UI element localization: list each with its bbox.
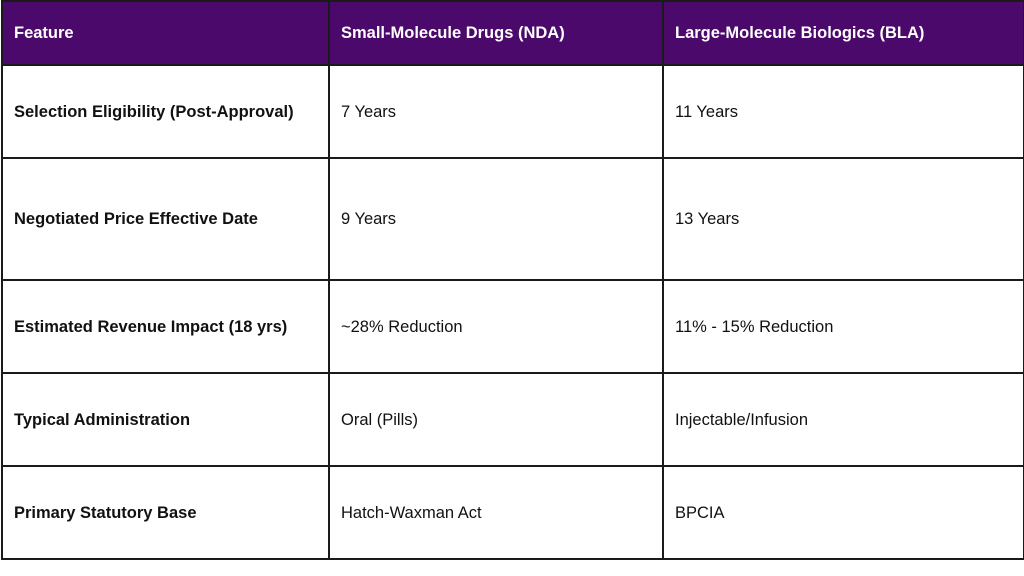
table-row: Typical Administration Oral (Pills) Inje… <box>1 372 1024 467</box>
small-molecule-cell: Oral (Pills) <box>328 372 664 467</box>
table-row: Negotiated Price Effective Date 9 Years … <box>1 157 1024 281</box>
feature-cell: Estimated Revenue Impact (18 yrs) <box>1 279 330 374</box>
biologics-cell: 11% - 15% Reduction <box>662 279 1024 374</box>
column-header-feature: Feature <box>1 0 330 66</box>
biologics-cell: BPCIA <box>662 465 1024 560</box>
table-body: Selection Eligibility (Post-Approval) 7 … <box>1 64 1024 560</box>
feature-cell: Typical Administration <box>1 372 330 467</box>
small-molecule-cell: ~28% Reduction <box>328 279 664 374</box>
feature-cell: Selection Eligibility (Post-Approval) <box>1 64 330 159</box>
biologics-cell: 11 Years <box>662 64 1024 159</box>
column-header-biologics: Large-Molecule Biologics (BLA) <box>662 0 1024 66</box>
header-row: Feature Small-Molecule Drugs (NDA) Large… <box>1 0 1024 66</box>
biologics-cell: Injectable/Infusion <box>662 372 1024 467</box>
feature-cell: Primary Statutory Base <box>1 465 330 560</box>
table-row: Primary Statutory Base Hatch-Waxman Act … <box>1 465 1024 560</box>
small-molecule-cell: 9 Years <box>328 157 664 281</box>
small-molecule-cell: 7 Years <box>328 64 664 159</box>
biologics-cell: 13 Years <box>662 157 1024 281</box>
table-header: Feature Small-Molecule Drugs (NDA) Large… <box>1 0 1024 66</box>
comparison-table: Feature Small-Molecule Drugs (NDA) Large… <box>1 0 1024 560</box>
feature-cell: Negotiated Price Effective Date <box>1 157 330 281</box>
table-row: Selection Eligibility (Post-Approval) 7 … <box>1 64 1024 159</box>
column-header-small-molecule: Small-Molecule Drugs (NDA) <box>328 0 664 66</box>
table-row: Estimated Revenue Impact (18 yrs) ~28% R… <box>1 279 1024 374</box>
small-molecule-cell: Hatch-Waxman Act <box>328 465 664 560</box>
